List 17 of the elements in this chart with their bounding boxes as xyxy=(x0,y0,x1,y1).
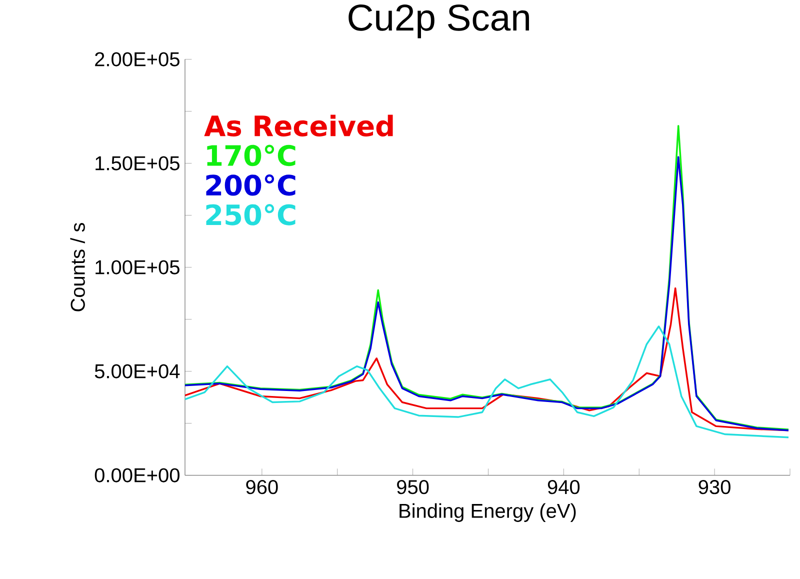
text: 200°C xyxy=(206,174,296,196)
x-tick-label: 960 xyxy=(246,480,278,494)
y-tick-label: 5.00E+04 xyxy=(94,364,180,378)
text: 170°C xyxy=(207,144,296,166)
x-tick-label: 930 xyxy=(698,480,730,494)
x-tick-label: 940 xyxy=(548,480,580,494)
y-axis-title: Counts / s xyxy=(70,222,85,312)
y-tick-label: 1.50E+05 xyxy=(96,156,180,170)
line-series xyxy=(184,325,790,438)
text: As Received xyxy=(204,114,393,136)
chart-title: Cu2p Scan xyxy=(348,4,529,38)
text: 250°C xyxy=(206,204,296,226)
y-tick-label: 2.00E+05 xyxy=(95,52,180,66)
y-tick-label: 1.00E+05 xyxy=(96,260,180,274)
x-tick-label: 950 xyxy=(397,480,429,494)
y-tick-label: 0.00E+00 xyxy=(94,468,180,482)
x-axis-title: Binding Energy (eV) xyxy=(400,503,576,522)
